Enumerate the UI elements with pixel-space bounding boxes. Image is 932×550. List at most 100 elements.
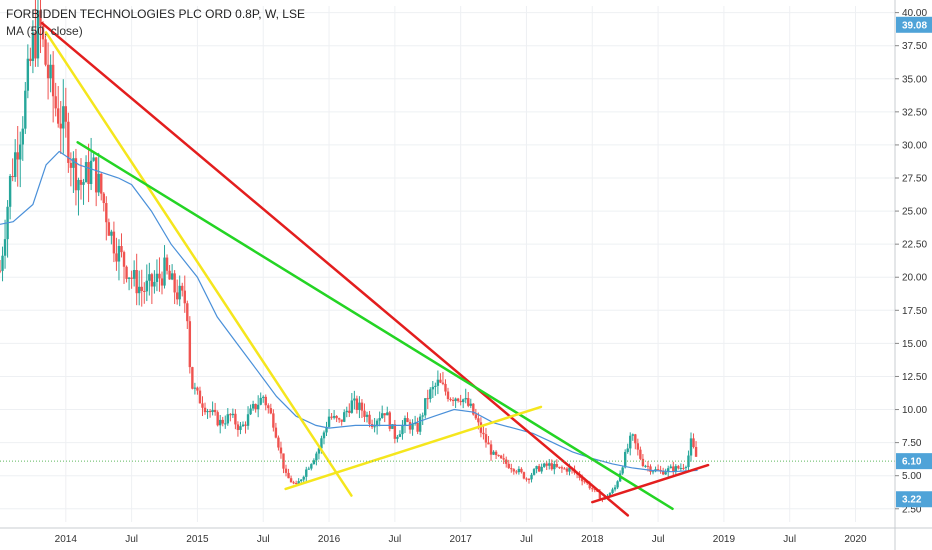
candle-body bbox=[307, 468, 310, 470]
candle-body bbox=[229, 414, 232, 416]
candle-body bbox=[355, 398, 359, 410]
candle-body bbox=[649, 466, 652, 472]
candle-body bbox=[140, 286, 143, 291]
candle-body bbox=[661, 470, 665, 475]
candle-body bbox=[67, 121, 70, 163]
candle-body bbox=[219, 419, 222, 426]
candle-body bbox=[383, 413, 386, 416]
candle-body bbox=[201, 403, 204, 408]
candle-body bbox=[122, 252, 126, 267]
candle-body bbox=[375, 420, 379, 427]
candle-body bbox=[26, 58, 30, 91]
y-tick-label: 35.00 bbox=[902, 74, 927, 85]
candle-body bbox=[631, 434, 634, 436]
candle-body bbox=[517, 468, 521, 473]
candle-body bbox=[325, 426, 328, 433]
candle-body bbox=[279, 447, 283, 454]
x-tick-label: Jul bbox=[652, 534, 665, 545]
candle-body bbox=[368, 414, 371, 424]
candle-body bbox=[107, 222, 111, 236]
candle-body bbox=[502, 458, 505, 460]
candle-body bbox=[515, 471, 518, 473]
candle-body bbox=[138, 286, 141, 294]
candle-body bbox=[77, 179, 80, 191]
candle-body bbox=[274, 427, 278, 438]
candle-body bbox=[69, 162, 73, 168]
candle-body bbox=[472, 403, 475, 415]
candle-body bbox=[527, 478, 531, 480]
candle-body bbox=[150, 274, 154, 287]
candle-body bbox=[674, 466, 678, 472]
x-tick-label: 2020 bbox=[844, 534, 867, 545]
candle-body bbox=[634, 434, 637, 444]
candle-body bbox=[330, 416, 333, 418]
candle-body bbox=[449, 399, 452, 401]
candle-body bbox=[429, 389, 432, 399]
x-tick-label: 2017 bbox=[450, 534, 473, 545]
candle-body bbox=[1, 255, 4, 271]
candle-body bbox=[315, 453, 318, 461]
candle-body bbox=[537, 466, 541, 472]
candle-body bbox=[208, 411, 212, 413]
candle-body bbox=[234, 413, 237, 425]
y-tick-label: 32.50 bbox=[902, 107, 927, 118]
chart-legend[interactable]: FORBIDDEN TECHNOLOGIES PLC ORD 0.8P, W, … bbox=[6, 6, 305, 40]
candle-body bbox=[679, 467, 683, 469]
candle-body bbox=[499, 455, 503, 459]
candle-body bbox=[434, 385, 437, 387]
candle-body bbox=[532, 469, 536, 475]
candle-body bbox=[611, 489, 614, 494]
y-tick-label: 10.00 bbox=[902, 405, 927, 416]
candle-body bbox=[300, 479, 303, 482]
x-axis[interactable]: 2014 Jul 2015 Jul 2016 Jul 2017 Jul 2018 Jul 2019 J… bbox=[0, 527, 932, 545]
candle-body bbox=[241, 424, 245, 427]
candle-body bbox=[3, 239, 7, 256]
candle-body bbox=[332, 415, 336, 418]
candle-body bbox=[461, 399, 465, 403]
candle-body bbox=[525, 478, 528, 480]
trendlines bbox=[40, 21, 710, 517]
candle-body bbox=[21, 128, 24, 145]
candle-body bbox=[100, 173, 103, 194]
chart-title: FORBIDDEN TECHNOLOGIES PLC ORD 0.8P, W, … bbox=[6, 7, 305, 21]
candle-body bbox=[310, 464, 313, 469]
candle-body bbox=[11, 176, 14, 178]
x-tick-label: Jul bbox=[257, 534, 270, 545]
candle-body bbox=[294, 482, 298, 484]
candle-body bbox=[94, 157, 98, 193]
candle-body bbox=[406, 418, 409, 423]
candle-body bbox=[340, 419, 343, 422]
y-tick-label: 27.50 bbox=[902, 174, 927, 185]
candle-body bbox=[408, 422, 412, 430]
candle-body bbox=[170, 273, 174, 280]
candle-body bbox=[613, 487, 617, 490]
candle-body bbox=[44, 39, 47, 65]
candle-body bbox=[302, 476, 305, 480]
candle-body bbox=[264, 396, 267, 406]
candle-body bbox=[441, 382, 445, 384]
candle-body bbox=[29, 58, 32, 61]
candle-body bbox=[327, 416, 331, 427]
x-tick-label: Jul bbox=[783, 534, 796, 545]
candle-body bbox=[74, 158, 78, 191]
candle-body bbox=[249, 408, 252, 415]
candle-body bbox=[563, 468, 566, 470]
candle-body bbox=[84, 162, 88, 183]
candle-body bbox=[272, 413, 275, 428]
top-price-badge bbox=[896, 16, 932, 33]
candle-body bbox=[522, 472, 526, 479]
candle-body bbox=[396, 436, 399, 439]
candle-body bbox=[193, 387, 197, 389]
candle-body bbox=[145, 280, 149, 292]
candle-body bbox=[591, 488, 594, 490]
trendline bbox=[76, 141, 674, 511]
candle-body bbox=[388, 412, 391, 429]
candle-body bbox=[689, 438, 693, 456]
y-tick-label: 15.00 bbox=[902, 339, 927, 350]
candle-body bbox=[494, 451, 498, 456]
candle-body bbox=[651, 471, 655, 473]
candle-body bbox=[550, 463, 553, 470]
y-tick-label: 2.50 bbox=[902, 504, 922, 515]
y-axis[interactable]: 40.00 37.50 35.00 32.50 30.00 27.50 25.00 22.50… bbox=[894, 0, 927, 550]
